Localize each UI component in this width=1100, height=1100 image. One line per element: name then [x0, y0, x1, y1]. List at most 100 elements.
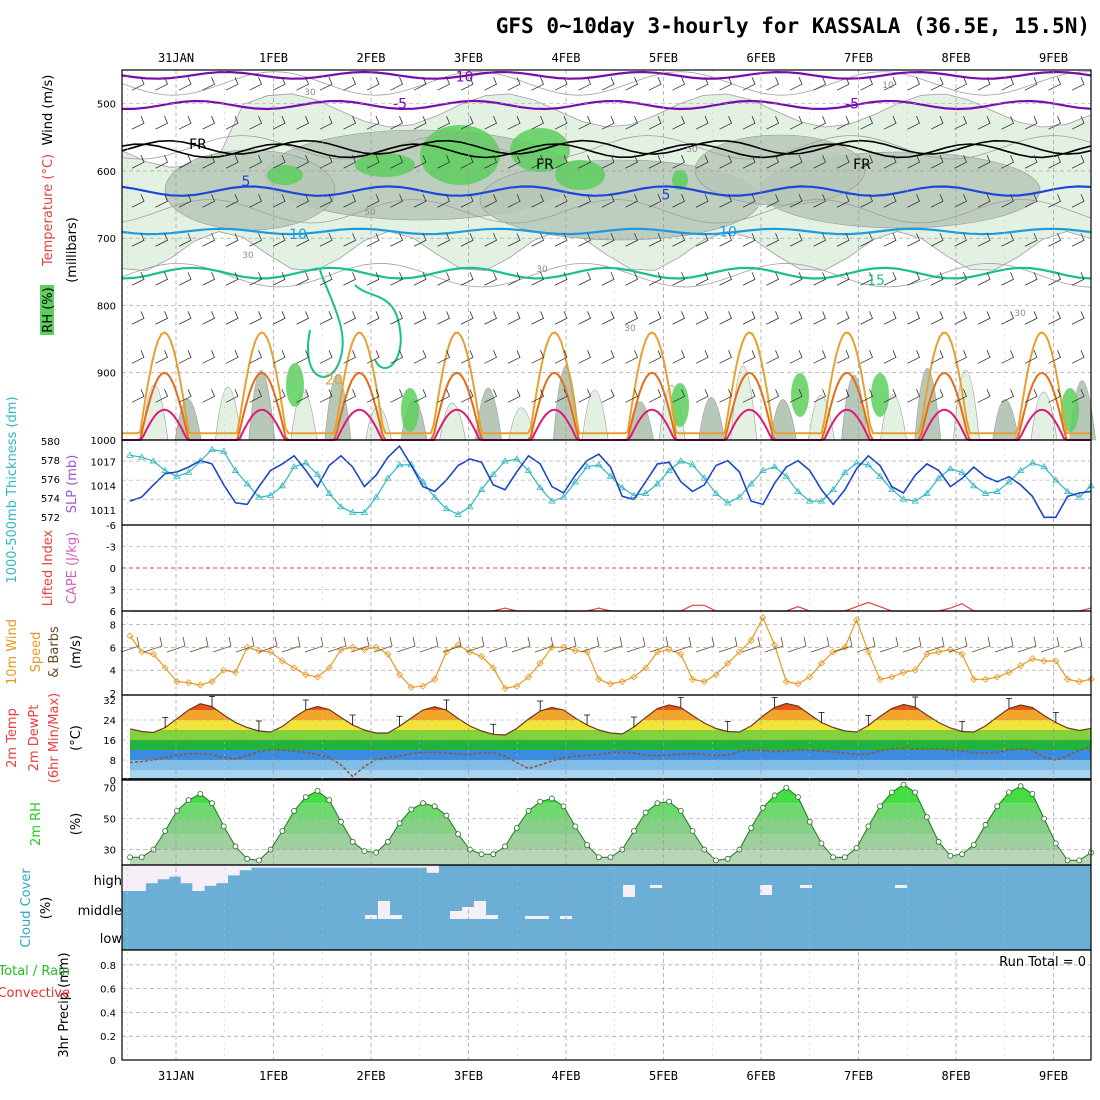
wind-barb: [813, 233, 827, 247]
thickness-point: [536, 483, 544, 491]
rh2m-unit-label: (%): [69, 813, 84, 836]
wind-speed-point: [677, 650, 685, 658]
temp-contour-10: [121, 227, 1092, 236]
wind-barb: [131, 194, 145, 208]
thickness-point: [759, 466, 767, 473]
thickness-point: [220, 447, 228, 454]
date-label-bottom: 2FEB: [357, 1069, 386, 1083]
wind-barb: [272, 116, 286, 130]
date-label-bottom: 5FEB: [649, 1069, 678, 1083]
date-label-top: 7FEB: [844, 51, 873, 65]
wind-barb: [907, 272, 921, 286]
thickness-point: [970, 482, 978, 489]
wind-barb: [507, 194, 521, 208]
date-label-top: 8FEB: [942, 51, 971, 65]
wind-barb: [272, 77, 286, 91]
temp-minmax-bar: [255, 720, 262, 731]
temp-minmax-bar: [959, 721, 966, 732]
wind-speed-point: [864, 648, 872, 656]
rh2m-point: [900, 781, 907, 788]
rh2m-point: [232, 843, 239, 850]
wind-barb: [813, 272, 827, 286]
thickness-point: [395, 461, 404, 468]
wind-barb: [954, 311, 968, 325]
wind-barb: [836, 155, 850, 169]
precip-convective-label: Convective: [0, 986, 70, 1001]
wind-barb-10m: [856, 636, 876, 653]
wind-barb: [296, 272, 310, 286]
wind-barb: [742, 233, 756, 247]
wind-speed-point: [161, 664, 169, 672]
wind-barb: [766, 350, 780, 364]
wind-barb: [1001, 194, 1015, 208]
date-label-bottom: 8FEB: [942, 1069, 971, 1083]
wind-barb: [836, 77, 850, 91]
wind-barb: [178, 77, 192, 91]
wind-barb: [907, 194, 921, 208]
wind-speed-point: [173, 678, 181, 686]
wind-barb: [319, 155, 333, 169]
rh2m-point: [818, 840, 825, 847]
wind-barb: [860, 350, 874, 364]
date-label-bottom: 9FEB: [1039, 1069, 1068, 1083]
wind-barb: [1001, 350, 1015, 364]
wind-barb-10m: [350, 636, 370, 653]
wind-barb: [1048, 116, 1062, 130]
rh2m-point: [443, 812, 450, 819]
cloud-high-gap: [157, 865, 170, 880]
thickness-point: [126, 451, 134, 458]
wind-speed-point: [1040, 657, 1048, 665]
wind-barb: [1071, 155, 1085, 169]
wind-barb-10m: [281, 636, 301, 653]
wind-speed-point: [923, 650, 931, 658]
thickness-point: [864, 461, 873, 468]
wind-barb: [1001, 272, 1015, 286]
wind-barb-10m: [465, 636, 485, 653]
temp-band: [130, 730, 1091, 740]
wind-barb-10m: [810, 636, 830, 653]
wind-barb: [719, 77, 733, 91]
thickness-point: [419, 478, 427, 485]
wind-barb: [930, 389, 944, 403]
wind-barb-10m: [833, 636, 853, 653]
rh2m-point: [197, 791, 204, 797]
wind-barb: [766, 272, 780, 286]
wind-barb: [272, 233, 286, 247]
wind-barb: [648, 116, 662, 130]
wind-barb: [625, 77, 639, 91]
wind-barb: [883, 155, 897, 169]
wind-barb: [484, 194, 498, 208]
cloud-middle-label: middle: [78, 904, 122, 919]
wind-tick: 8: [110, 620, 116, 631]
wind-barb: [625, 194, 639, 208]
slp-axis-label: SLP (mb): [65, 455, 80, 514]
wind-barb: [930, 155, 944, 169]
rh2m-point: [912, 789, 919, 796]
thickness-point: [688, 461, 697, 468]
wind-speed-point: [618, 678, 626, 686]
rh2m-point: [970, 842, 977, 848]
cloud-mid-gap: [525, 916, 537, 919]
wind-barb: [813, 389, 827, 403]
wind-barb: [742, 311, 756, 325]
wind-barb: [131, 116, 145, 130]
wind-barb: [907, 155, 921, 169]
wind-barb: [319, 194, 333, 208]
wind-barb: [601, 272, 615, 286]
wind-barb: [625, 116, 639, 130]
wind-barb: [296, 311, 310, 325]
thickness-point: [747, 480, 755, 487]
date-label-bottom: 31JAN: [158, 1069, 194, 1083]
rh2m-point: [209, 800, 215, 807]
wind-barb: [413, 311, 427, 325]
rh-contour-label: 30: [1014, 309, 1026, 319]
rh-contour-label: 50: [686, 145, 698, 155]
wind-barb: [742, 272, 756, 286]
wind-barb: [272, 272, 286, 286]
wind-barb: [343, 155, 357, 169]
contour-label: FR: [189, 137, 207, 153]
wind-barb: [695, 77, 709, 91]
rh-column: [808, 394, 835, 441]
rh2m-point: [127, 854, 133, 861]
wind-barb-10m: [1063, 636, 1083, 653]
